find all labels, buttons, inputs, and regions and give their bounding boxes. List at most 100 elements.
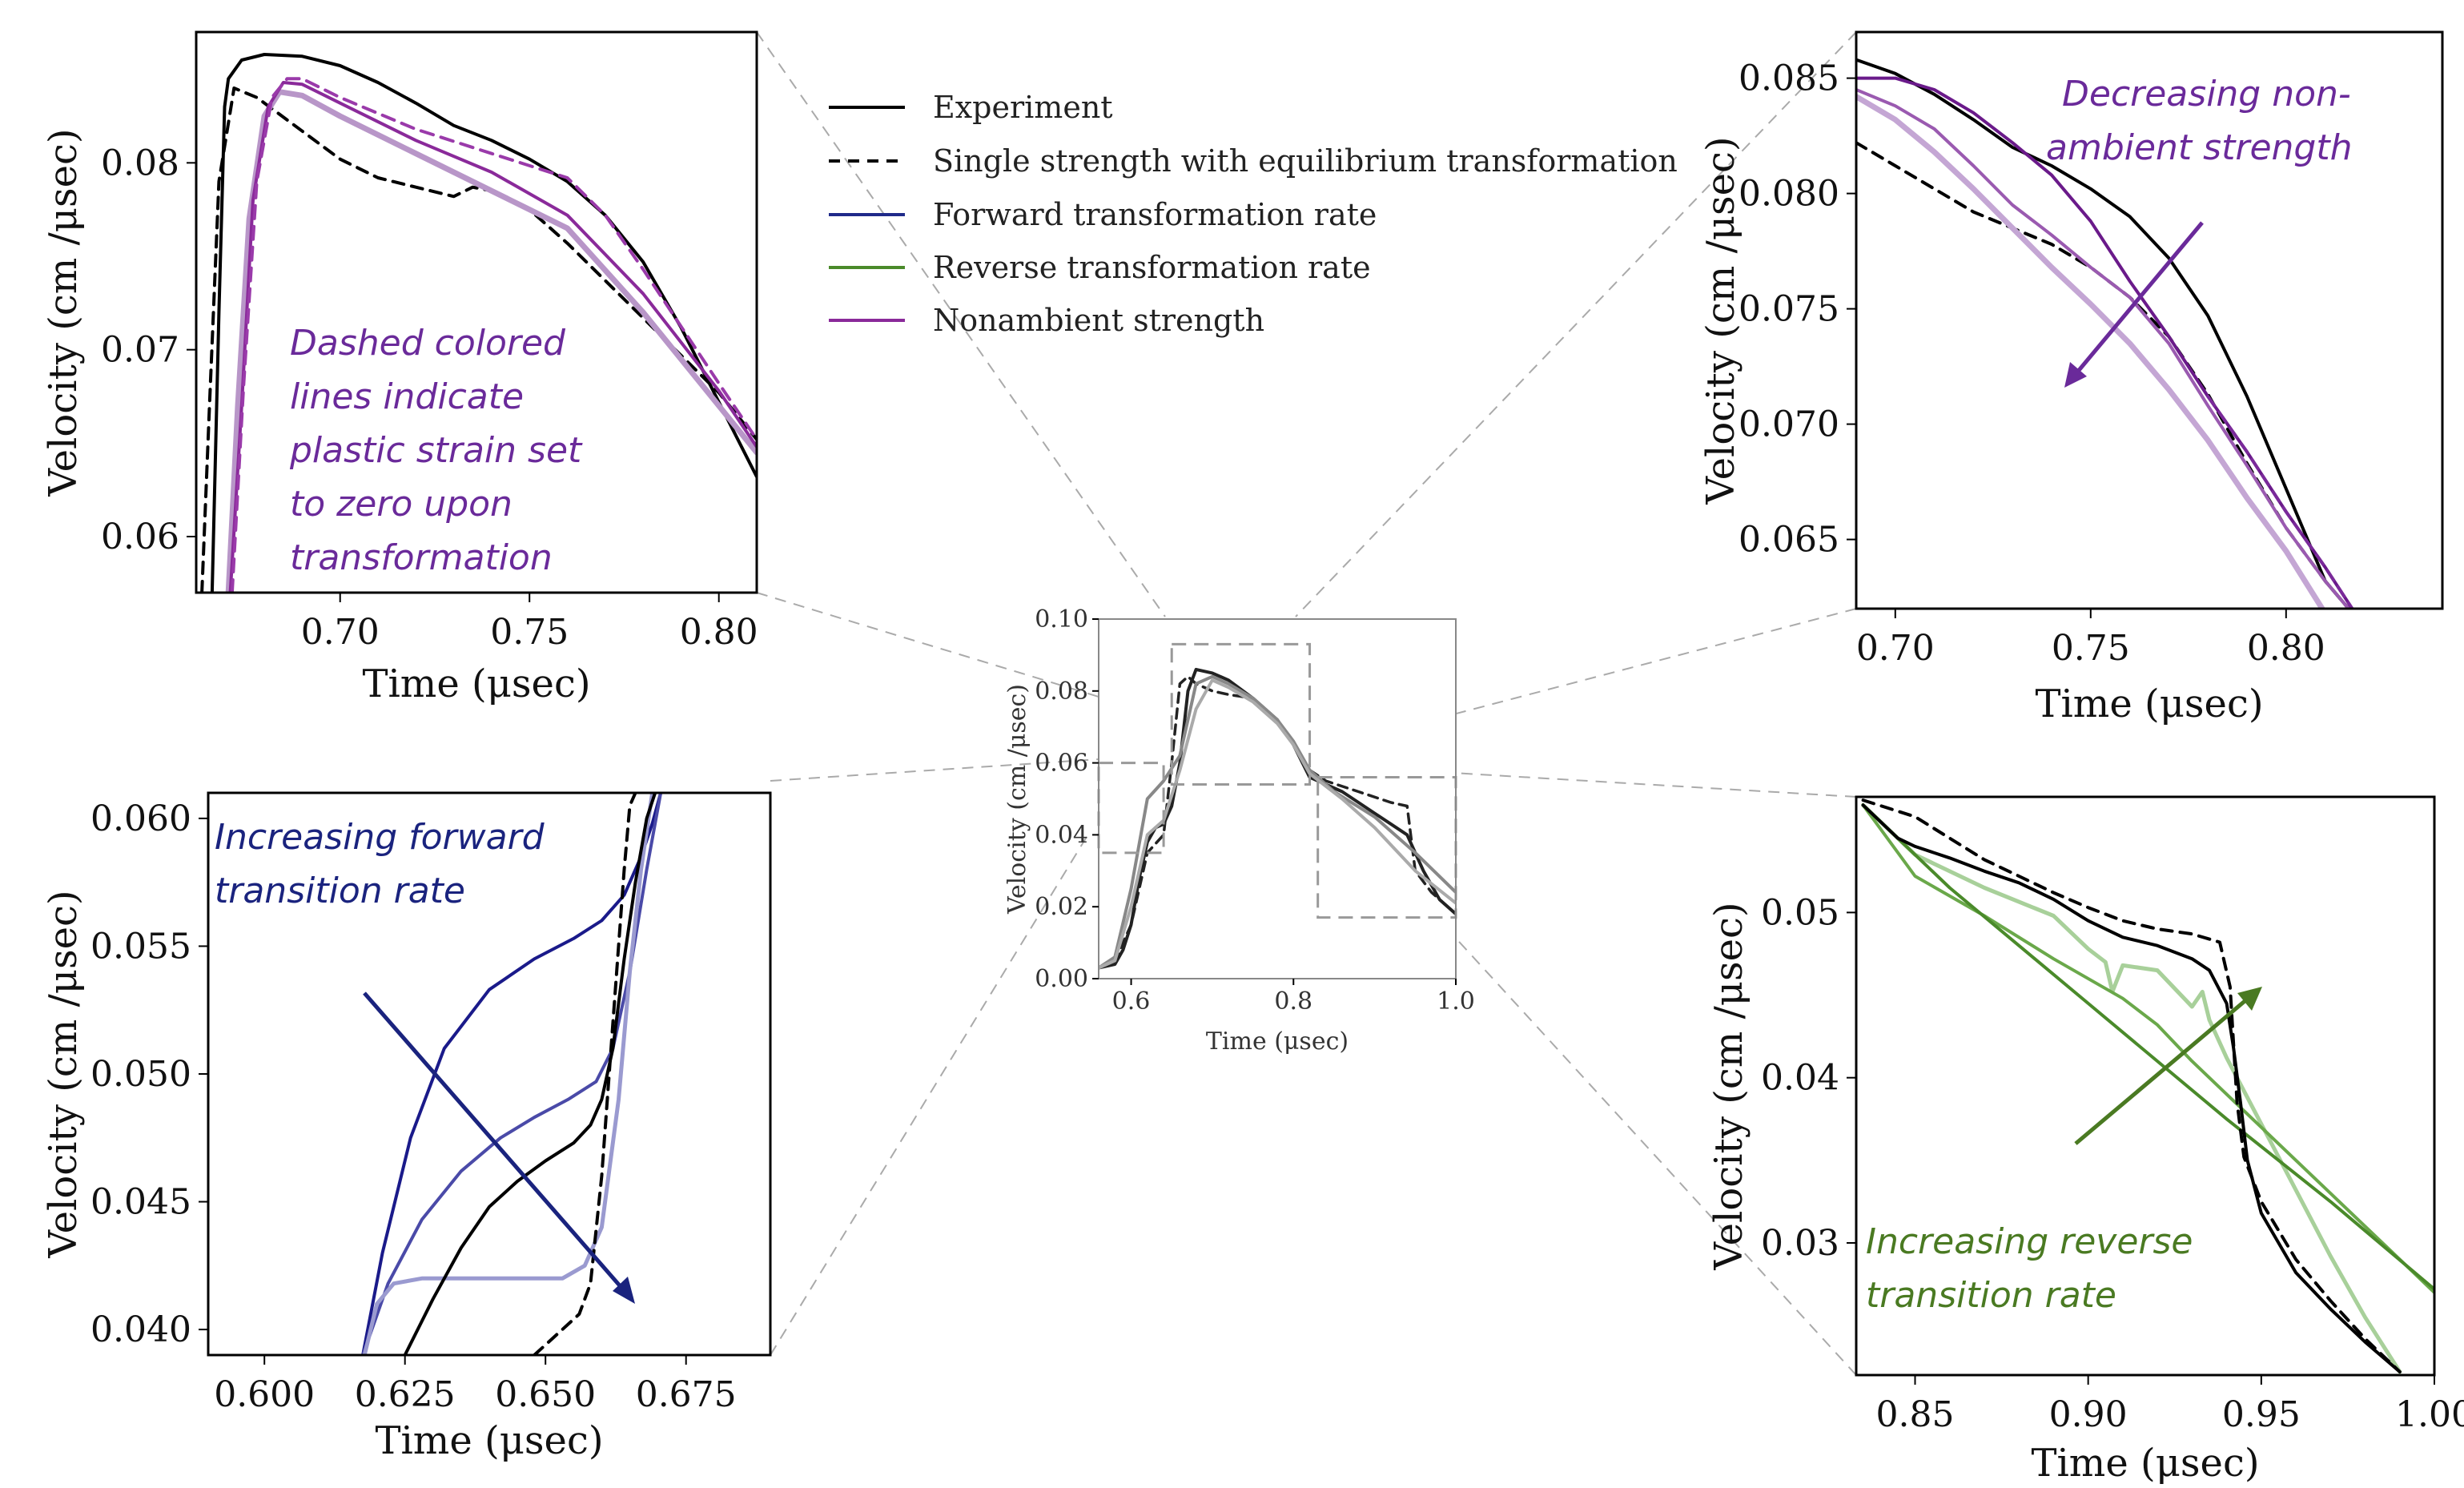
- series-line-2: [200, 86, 757, 593]
- plot-bottom-left: 0.600 0.625 0.650 0.675 0.040 0.045 0.050 0.055…: [41, 791, 772, 1463]
- series-line-3: [225, 89, 757, 593]
- series-line-1: [210, 53, 757, 593]
- x-axis-label: Time (μsec): [2035, 682, 2263, 726]
- series-group: [1861, 798, 2434, 1374]
- axes-frame: [1098, 618, 1457, 979]
- plot-area: [1099, 619, 1456, 979]
- annotation-top-left-line-4: to zero upon: [290, 484, 512, 525]
- y-tick-label: 0.00: [1035, 965, 1088, 993]
- zoom-box-2: [1170, 642, 1312, 786]
- axes-frame: [1855, 30, 2444, 610]
- y-tick-label: 0.08: [101, 143, 179, 183]
- y-axis-label: Velocity (cm /μsec): [41, 890, 86, 1258]
- y-tick-label: 0.02: [1035, 893, 1088, 921]
- y-tick-label: 0.075: [1738, 289, 1839, 330]
- annotation-top-left-line-3: plastic strain set: [289, 430, 583, 471]
- x-tick-label: 0.95: [2222, 1394, 2301, 1435]
- annotation-bottom-left-arrowhead: [613, 1277, 635, 1304]
- annotation-top-right-arrow: [2075, 221, 2204, 375]
- y-axis-label: Velocity (cm /μsec): [41, 128, 86, 497]
- y-axis-label: Velocity (cm /μsec): [1003, 684, 1031, 915]
- plot-top-right: 0.70 0.75 0.80 0.065 0.070 0.075 0.080 0.085 Tim…: [1698, 30, 2444, 726]
- y-tick-label: 0.060: [90, 798, 191, 839]
- y-tick-label: 0.04: [1035, 821, 1088, 849]
- series-line-5: [230, 77, 757, 593]
- legend-label-experiment: Experiment: [933, 90, 1113, 125]
- series-group: [1099, 667, 1456, 970]
- annotation-top-left-line-1: Dashed colored: [290, 323, 566, 364]
- annotation-top-right-line-2: ambient strength: [2046, 127, 2352, 168]
- series-line-4: [1856, 88, 2351, 609]
- x-tick-label: 0.675: [636, 1374, 737, 1415]
- x-tick-label: 0.75: [2052, 628, 2130, 669]
- y-tick-label: 0.050: [90, 1054, 191, 1095]
- plot-center-overview: 0.6 0.8 1.0 0.00 0.02 0.04 0.06 0.08 0.10 Time (μ…: [1003, 605, 1475, 1056]
- zoom-connector-6: [770, 832, 1090, 1356]
- axes-frame: [195, 30, 758, 594]
- series-line-4: [403, 793, 657, 1355]
- series-line-1: [1861, 802, 2402, 1374]
- x-tick-label: 0.85: [1876, 1394, 1955, 1435]
- y-tick-label: 0.040: [90, 1309, 191, 1350]
- y-tick-label: 0.06: [1035, 750, 1088, 778]
- series-group: [361, 793, 663, 1355]
- x-tick-label: 0.600: [214, 1374, 315, 1415]
- x-tick-label: 0.80: [680, 612, 758, 653]
- y-tick-label: 0.085: [1738, 58, 1839, 99]
- legend-label-nonambient: Nonambient strength: [933, 303, 1264, 338]
- annotation-bottom-right-line-2: transition rate: [1866, 1275, 2116, 1316]
- x-tick-label: 0.8: [1274, 987, 1312, 1015]
- y-tick-label: 0.045: [90, 1182, 191, 1223]
- x-tick-label: 1.00: [2395, 1394, 2464, 1435]
- y-tick-label: 0.03: [1761, 1223, 1839, 1264]
- series-line-3: [1861, 803, 2434, 1291]
- series-line-5: [533, 793, 637, 1355]
- zoom-connector-5: [770, 758, 1099, 782]
- x-axis-label: Time (μsec): [1206, 1028, 1349, 1056]
- legend-label-reverse: Reverse transformation rate: [933, 250, 1371, 285]
- annotations: Dashed colored lines indicate plastic st…: [215, 74, 2352, 1316]
- zoom-connector-1: [756, 31, 1166, 617]
- zoom-connector-4: [1295, 31, 1857, 617]
- series-line-3: [362, 793, 655, 1355]
- x-tick-label: 0.80: [2247, 628, 2325, 669]
- series-line-3: [1856, 94, 2326, 609]
- series-line-2: [1861, 803, 2434, 1294]
- legend: Experiment Single strength with equilibr…: [829, 90, 1678, 338]
- x-axis-label: Time (μsec): [2031, 1441, 2259, 1486]
- y-tick-label: 0.07: [101, 330, 179, 371]
- y-tick-label: 0.055: [90, 926, 191, 967]
- annotation-top-right-arrowhead: [2064, 362, 2087, 388]
- x-tick-label: 0.75: [490, 612, 569, 653]
- x-tick-label: 0.90: [2049, 1394, 2128, 1435]
- series-line-5: [1861, 798, 2402, 1373]
- y-tick-label: 0.070: [1738, 404, 1839, 445]
- series-line-4: [1099, 678, 1456, 970]
- y-tick-label: 0.10: [1035, 605, 1088, 633]
- legend-label-single-strength: Single strength with equilibrium transfo…: [933, 143, 1678, 179]
- series-line-1: [1099, 667, 1456, 970]
- x-tick-label: 1.0: [1437, 987, 1475, 1015]
- x-tick-label: 0.650: [495, 1374, 596, 1415]
- legend-label-forward: Forward transformation rate: [933, 197, 1377, 232]
- y-tick-label: 0.05: [1761, 892, 1839, 933]
- plot-bottom-right: 0.85 0.90 0.95 1.00 0.03 0.04 0.05 Time (μsec) V…: [1706, 795, 2464, 1486]
- x-tick-label: 0.6: [1112, 987, 1151, 1015]
- x-axis-label: Time (μsec): [375, 1418, 603, 1463]
- annotation-bottom-left-arrow: [363, 991, 625, 1291]
- series-line-4: [1861, 803, 2402, 1373]
- y-tick-label: 0.06: [101, 517, 179, 557]
- axes-frame: [1855, 795, 2436, 1377]
- x-axis-label: Time (μsec): [362, 662, 590, 706]
- annotation-bottom-left-line-2: transition rate: [215, 871, 465, 911]
- y-tick-label: 0.080: [1738, 174, 1839, 215]
- annotation-top-left-line-2: lines indicate: [290, 376, 524, 417]
- series-group: [200, 53, 757, 593]
- series-line-3: [1099, 674, 1456, 970]
- series-line-1: [1856, 58, 2351, 609]
- annotation-top-right-line-1: Decreasing non-: [2062, 74, 2351, 115]
- annotation-bottom-left-line-1: Increasing forward: [215, 817, 545, 858]
- y-tick-label: 0.065: [1738, 520, 1839, 561]
- y-tick-label: 0.04: [1761, 1058, 1839, 1099]
